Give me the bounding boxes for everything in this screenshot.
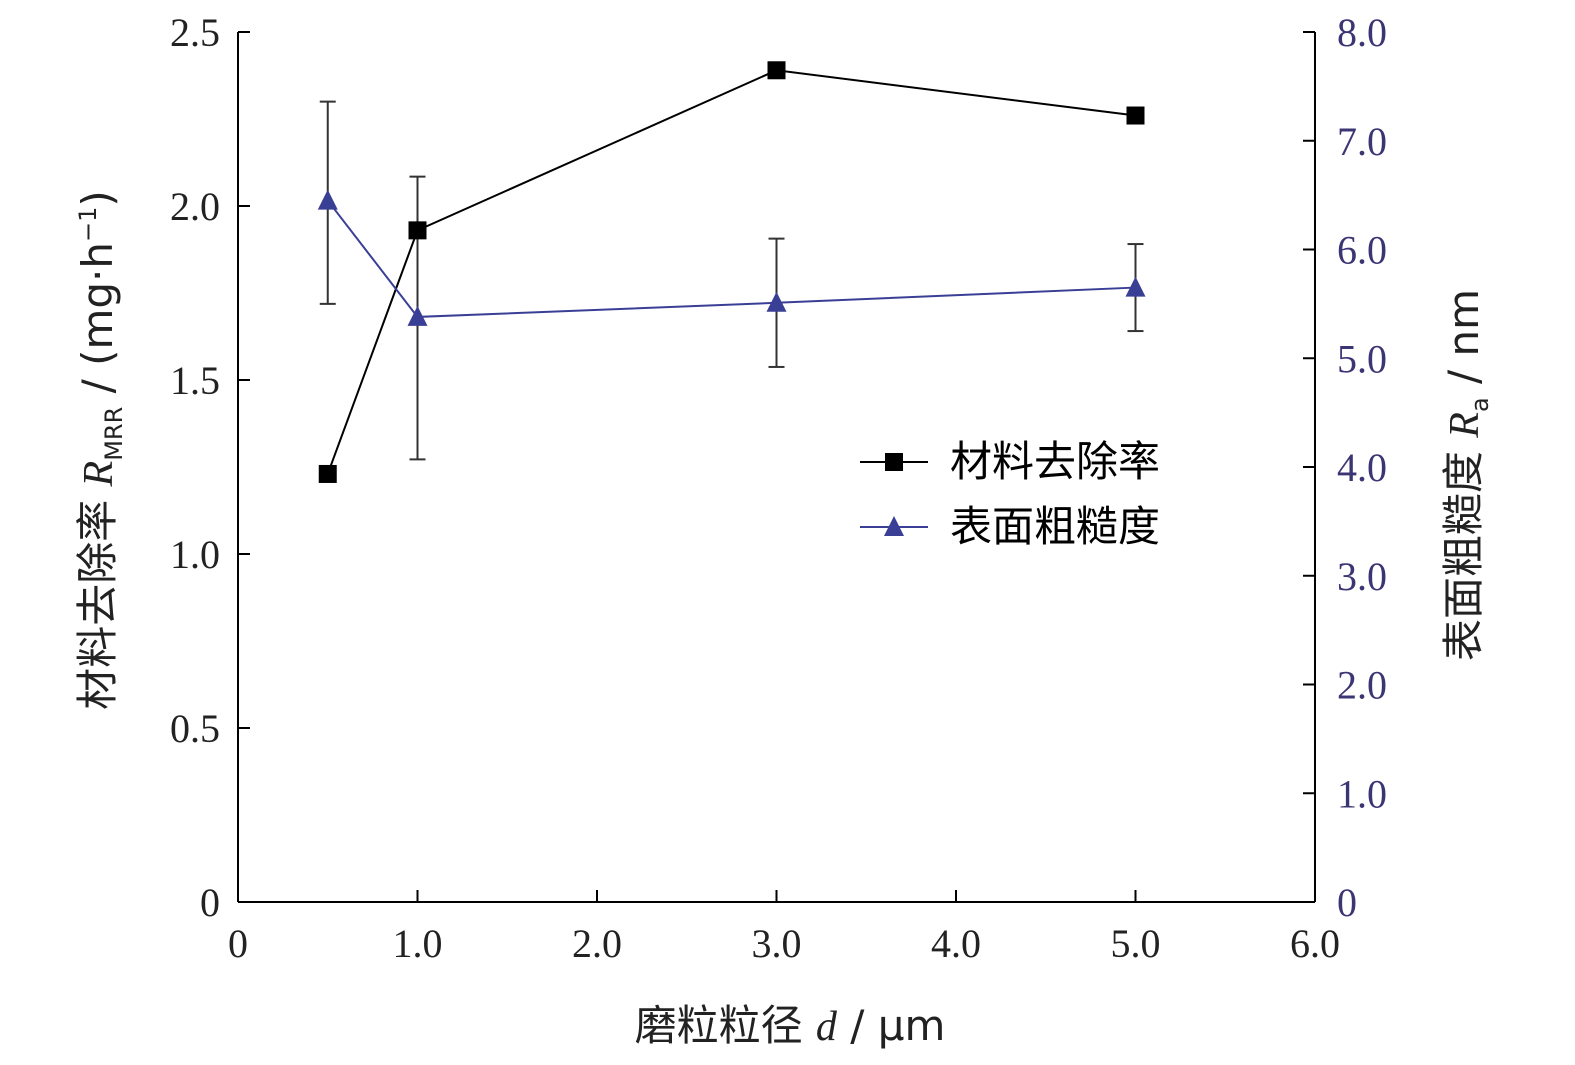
legend-mrr-label: 材料去除率	[950, 437, 1160, 486]
x-tick-label: 0	[228, 921, 248, 966]
y-right-tick-label: 2.0	[1337, 663, 1387, 708]
x-tick-label: 6.0	[1290, 921, 1340, 966]
series-line-mrr	[326, 69, 1136, 475]
x-tick-label: 3.0	[752, 921, 802, 966]
y-right-tick-label: 3.0	[1337, 554, 1387, 599]
legend: 材料去除率 表面粗糙度	[860, 437, 1160, 551]
y-left-tick-label: 2.5	[170, 10, 220, 55]
mrr-point	[1126, 106, 1145, 125]
y-left-tick-label: 1.5	[170, 358, 220, 403]
mrr-point	[318, 464, 337, 483]
error-bars	[319, 100, 1144, 461]
legend-mrr-marker	[885, 453, 903, 471]
y-right-tick-label: 6.0	[1337, 228, 1387, 273]
y-axis-left-title: 材料去除率 RMRR / (mg·h−1)	[73, 190, 128, 710]
y-right-tick-label: 5.0	[1337, 336, 1387, 381]
y-right-tick-label: 8.0	[1337, 10, 1387, 55]
x-tick-label: 1.0	[393, 921, 443, 966]
x-tick-label: 2.0	[572, 921, 622, 966]
y-left-tick-label: 1.0	[170, 532, 220, 577]
series-lines	[326, 69, 1136, 475]
mrr-point	[767, 61, 786, 80]
y-axis-right-title: 表面粗糙度 Ra / nm	[1439, 289, 1494, 661]
x-axis-title: 磨粒粒径 d / μm	[635, 1001, 946, 1050]
y-right-tick-label: 4.0	[1337, 445, 1387, 490]
y-right-tick-label: 7.0	[1337, 119, 1387, 164]
legend-ra-label: 表面粗糙度	[950, 502, 1160, 551]
series-line-ra	[326, 199, 1136, 318]
y-right-tick-label: 1.0	[1337, 771, 1387, 816]
x-tick-label: 5.0	[1111, 921, 1161, 966]
y-left-tick-label: 2.0	[170, 184, 220, 229]
mrr-point	[408, 221, 427, 240]
legend-ra-marker	[884, 516, 904, 536]
axis-ticks: 0 1.0 2.0 3.0 4.0 5.0 6.000.51.01.52.02.501.02…	[170, 10, 1387, 966]
y-left-tick-label: 0	[200, 880, 220, 925]
series-markers	[317, 61, 1146, 483]
ra-point	[407, 305, 428, 326]
y-left-tick-label: 0.5	[170, 706, 220, 751]
x-tick-label: 4.0	[931, 921, 981, 966]
y-right-tick-label: 0	[1337, 880, 1357, 925]
ra-point	[766, 291, 787, 312]
ra-point	[1125, 276, 1146, 297]
ra-point	[317, 189, 338, 210]
